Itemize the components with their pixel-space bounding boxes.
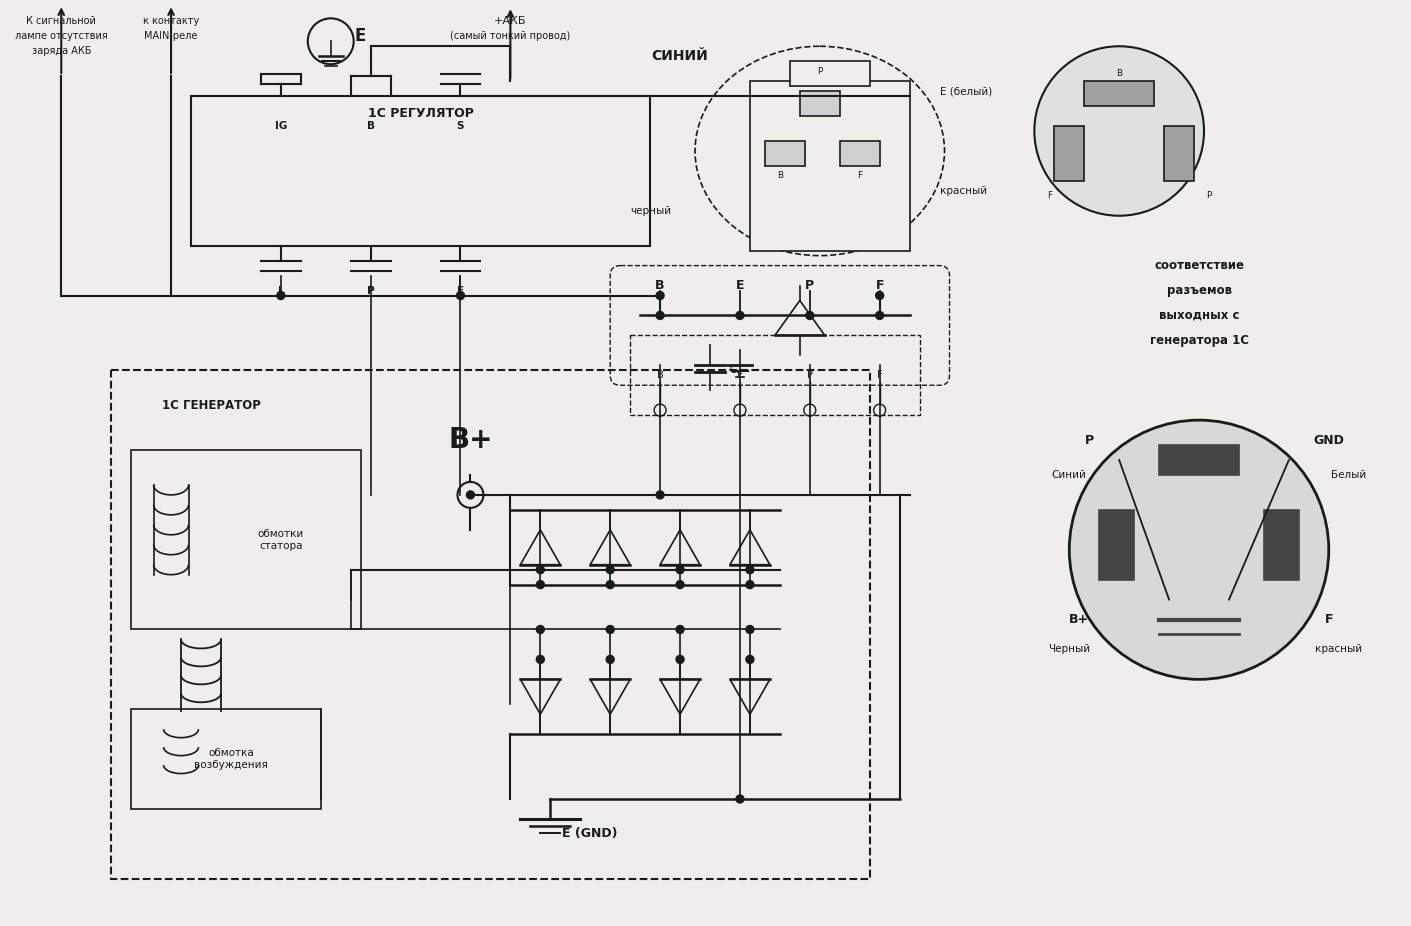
Text: К сигнальной: К сигнальной [27,17,96,26]
Text: E: E [737,370,744,381]
Text: GND: GND [1314,433,1345,446]
Bar [790,61,869,86]
Text: F: F [1325,613,1333,626]
Circle shape [607,656,614,663]
Circle shape [746,581,753,589]
Circle shape [737,795,744,803]
Circle shape [656,292,665,299]
Circle shape [457,292,464,299]
Circle shape [746,656,753,663]
Text: лампе отсутствия: лампе отсутствия [16,31,107,42]
Text: B: B [777,171,783,181]
Circle shape [806,311,814,319]
Circle shape [467,491,474,499]
Text: выходных с: выходных с [1158,309,1239,322]
Text: генератора 1С: генератора 1С [1150,334,1249,347]
Text: C.: C. [729,365,739,375]
Text: черный: черный [631,206,672,216]
Bar [1158,445,1239,475]
Bar [840,141,879,166]
Text: E: E [735,279,744,292]
Bar [1264,510,1300,580]
Circle shape [746,625,753,633]
Bar [1084,81,1154,106]
Text: F: F [875,279,883,292]
Circle shape [676,625,684,633]
Text: 1С РЕГУЛЯТОР: 1С РЕГУЛЯТОР [368,106,474,119]
Text: E (белый): E (белый) [940,86,992,96]
Bar [749,81,910,251]
Text: 1С ГЕНЕРАТОР: 1С ГЕНЕРАТОР [161,399,261,412]
Bar [1164,126,1194,181]
Text: IG: IG [275,121,286,131]
Circle shape [277,292,285,299]
Text: P: P [817,67,823,76]
Text: L: L [278,285,284,295]
Circle shape [656,491,665,499]
Bar [1054,126,1084,181]
Circle shape [536,625,545,633]
Text: красный: красный [940,186,986,195]
Circle shape [737,311,744,319]
Text: разъемов: разъемов [1167,284,1232,297]
Bar [1099,510,1134,580]
Text: E: E [356,27,367,45]
Circle shape [607,566,614,574]
Text: B: B [1116,69,1122,78]
Text: E (GND): E (GND) [563,828,618,841]
Text: P: P [367,285,374,295]
Text: соответствие: соответствие [1154,259,1245,272]
Bar [631,335,920,415]
Text: MAIN-реле: MAIN-реле [144,31,198,42]
Circle shape [536,566,545,574]
Text: Белый: Белый [1331,470,1366,480]
Text: P: P [807,370,813,381]
Text: СИНИЙ: СИНИЙ [652,49,708,63]
Circle shape [536,581,545,589]
Text: B+: B+ [1070,613,1089,626]
Text: обмотки
статора: обмотки статора [258,529,303,551]
Text: F: F [876,370,882,381]
Text: S: S [457,121,464,131]
Bar [765,141,804,166]
Bar [131,450,361,630]
Text: P: P [806,279,814,292]
Text: +АКБ: +АКБ [494,17,526,26]
Text: заряда АКБ: заряда АКБ [31,46,92,56]
Circle shape [876,292,883,299]
Bar [800,91,840,116]
Circle shape [1070,420,1329,680]
Text: (самый тонкий провод): (самый тонкий провод) [450,31,570,42]
Text: к контакту: к контакту [143,17,199,26]
Circle shape [607,581,614,589]
Circle shape [746,566,753,574]
Text: B: B [655,279,665,292]
Circle shape [676,581,684,589]
Circle shape [876,311,883,319]
Bar [190,96,650,245]
Text: F: F [1047,192,1051,200]
Text: F: F [856,171,862,181]
Bar [111,370,869,879]
Circle shape [656,311,665,319]
Text: B: B [656,370,663,381]
Text: обмотка
возбуждения: обмотка возбуждения [193,748,268,770]
Text: P: P [1206,192,1212,200]
Text: F: F [457,285,464,295]
Text: B: B [367,121,375,131]
Circle shape [536,656,545,663]
Circle shape [676,566,684,574]
Text: B+: B+ [449,426,492,454]
Text: красный: красный [1315,644,1362,655]
Circle shape [1034,46,1204,216]
Circle shape [676,656,684,663]
Text: Синий: Синий [1051,470,1086,480]
Circle shape [607,625,614,633]
Text: P: P [1085,433,1094,446]
Text: Черный: Черный [1048,644,1091,655]
Bar [131,709,320,809]
